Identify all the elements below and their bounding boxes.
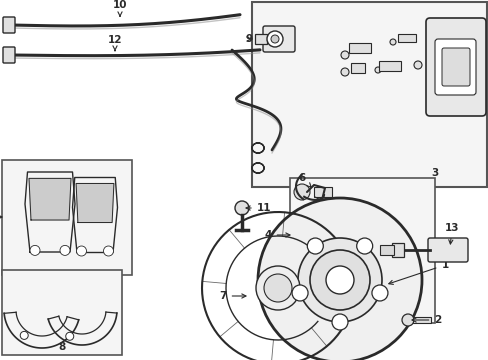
- Circle shape: [264, 274, 291, 302]
- Circle shape: [266, 31, 283, 47]
- Circle shape: [60, 246, 70, 255]
- Bar: [2, 160, 132, 275]
- Circle shape: [306, 238, 323, 254]
- Circle shape: [76, 246, 86, 256]
- Bar: [297, 257, 311, 265]
- FancyBboxPatch shape: [425, 18, 485, 116]
- Bar: [2, 270, 122, 355]
- Bar: [397, 34, 415, 42]
- Circle shape: [413, 61, 421, 69]
- Circle shape: [429, 40, 433, 44]
- Circle shape: [270, 35, 279, 43]
- Circle shape: [65, 332, 74, 340]
- FancyBboxPatch shape: [434, 39, 475, 95]
- Bar: [313, 187, 331, 197]
- Text: 7: 7: [219, 291, 245, 301]
- Text: 9: 9: [245, 34, 252, 44]
- Bar: [378, 61, 400, 71]
- Circle shape: [291, 285, 307, 301]
- Circle shape: [297, 238, 381, 322]
- Circle shape: [235, 201, 248, 215]
- Polygon shape: [29, 179, 71, 220]
- Bar: [289, 178, 434, 323]
- Bar: [348, 43, 370, 53]
- Text: 13: 13: [444, 223, 458, 244]
- FancyBboxPatch shape: [3, 17, 15, 33]
- Text: 8: 8: [58, 342, 65, 352]
- Circle shape: [325, 266, 353, 294]
- Text: 12: 12: [107, 35, 122, 51]
- Bar: [350, 63, 364, 73]
- Circle shape: [340, 51, 348, 59]
- Text: 1: 1: [388, 260, 447, 284]
- FancyBboxPatch shape: [263, 26, 294, 52]
- Bar: [379, 245, 393, 255]
- Circle shape: [309, 250, 369, 310]
- Text: 11: 11: [245, 203, 271, 213]
- Circle shape: [295, 286, 313, 304]
- FancyBboxPatch shape: [441, 48, 469, 86]
- Bar: [254, 34, 266, 44]
- Circle shape: [20, 332, 28, 339]
- Circle shape: [340, 68, 348, 76]
- FancyBboxPatch shape: [427, 238, 467, 262]
- Text: 2: 2: [411, 315, 441, 325]
- Circle shape: [295, 226, 313, 244]
- Circle shape: [103, 246, 113, 256]
- Circle shape: [256, 266, 299, 310]
- Circle shape: [356, 238, 372, 254]
- Bar: [391, 243, 403, 257]
- FancyBboxPatch shape: [3, 47, 15, 63]
- Circle shape: [331, 314, 347, 330]
- Circle shape: [258, 198, 421, 360]
- Circle shape: [401, 314, 413, 326]
- Text: 5: 5: [0, 212, 2, 222]
- Circle shape: [293, 184, 309, 200]
- Circle shape: [429, 28, 433, 32]
- Circle shape: [371, 285, 387, 301]
- Text: 3: 3: [431, 168, 438, 178]
- Text: 10: 10: [113, 0, 127, 16]
- Text: 6: 6: [298, 173, 310, 187]
- Text: 4: 4: [264, 230, 289, 240]
- Circle shape: [389, 39, 395, 45]
- Bar: [412, 317, 430, 323]
- Bar: [251, 2, 486, 187]
- Polygon shape: [76, 184, 114, 222]
- Circle shape: [30, 246, 40, 255]
- Circle shape: [374, 67, 380, 73]
